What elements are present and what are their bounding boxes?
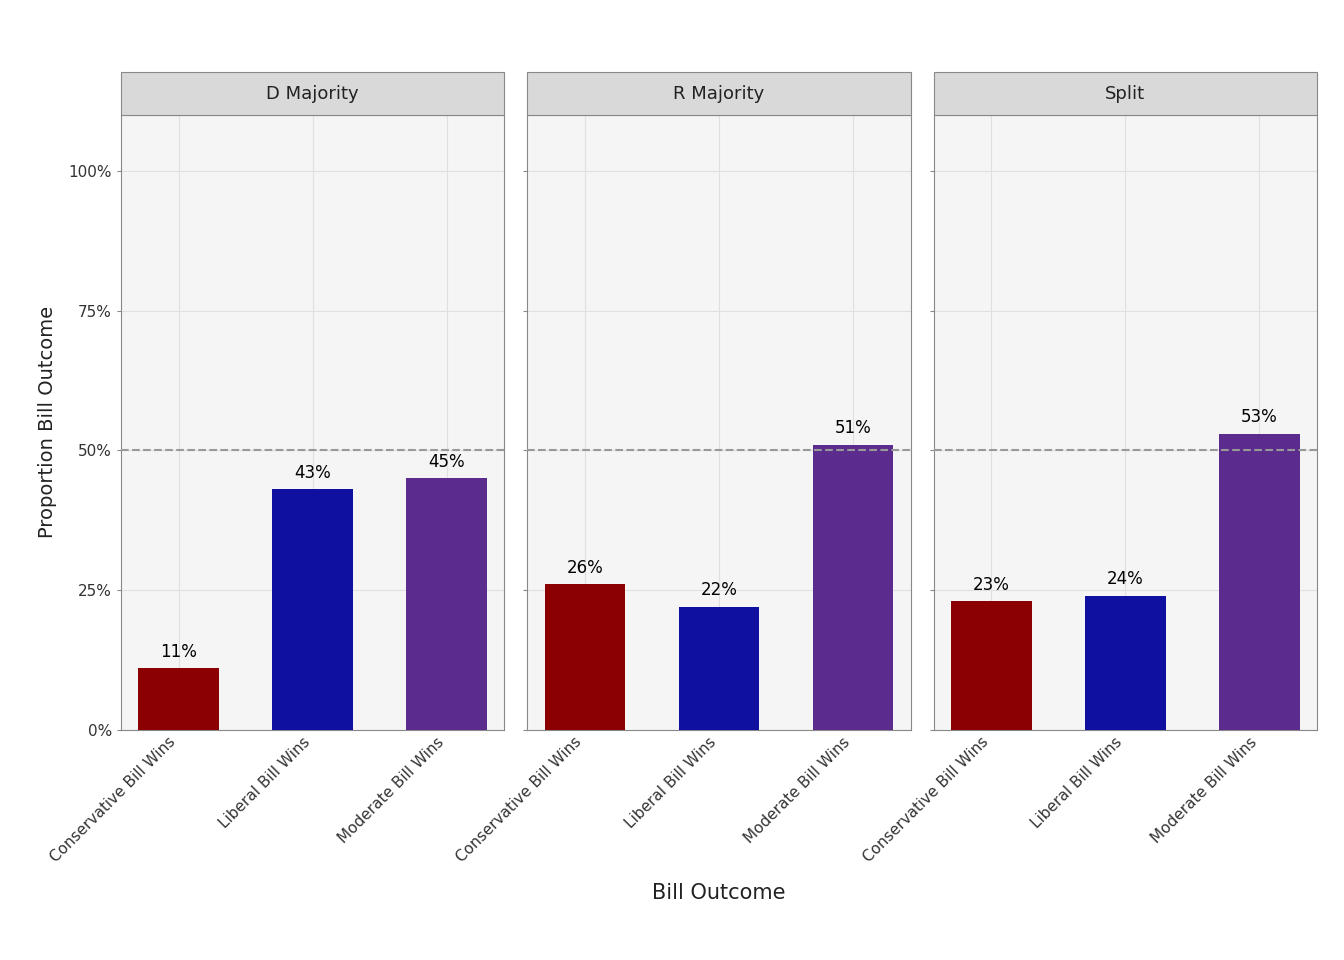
Bar bbox=[679, 607, 759, 730]
Bar bbox=[813, 444, 894, 730]
Text: 24%: 24% bbox=[1107, 570, 1144, 588]
Text: 11%: 11% bbox=[160, 643, 198, 660]
Text: 23%: 23% bbox=[973, 576, 1009, 594]
Bar bbox=[544, 585, 625, 730]
Bar bbox=[1085, 595, 1165, 730]
Text: 51%: 51% bbox=[835, 420, 871, 438]
Text: 53%: 53% bbox=[1241, 408, 1278, 426]
Bar bbox=[273, 490, 353, 730]
Bar bbox=[1219, 434, 1300, 730]
Text: 43%: 43% bbox=[294, 465, 331, 482]
Y-axis label: Proportion Bill Outcome: Proportion Bill Outcome bbox=[39, 306, 58, 539]
Text: R Majority: R Majority bbox=[673, 84, 765, 103]
Bar bbox=[952, 601, 1032, 730]
Text: D Majority: D Majority bbox=[266, 84, 359, 103]
Text: 22%: 22% bbox=[700, 582, 738, 599]
Text: Bill Outcome: Bill Outcome bbox=[652, 883, 786, 902]
Text: 26%: 26% bbox=[567, 559, 603, 577]
Bar bbox=[406, 478, 487, 730]
Text: 45%: 45% bbox=[429, 453, 465, 471]
Text: Split: Split bbox=[1105, 84, 1145, 103]
Bar bbox=[138, 668, 219, 730]
